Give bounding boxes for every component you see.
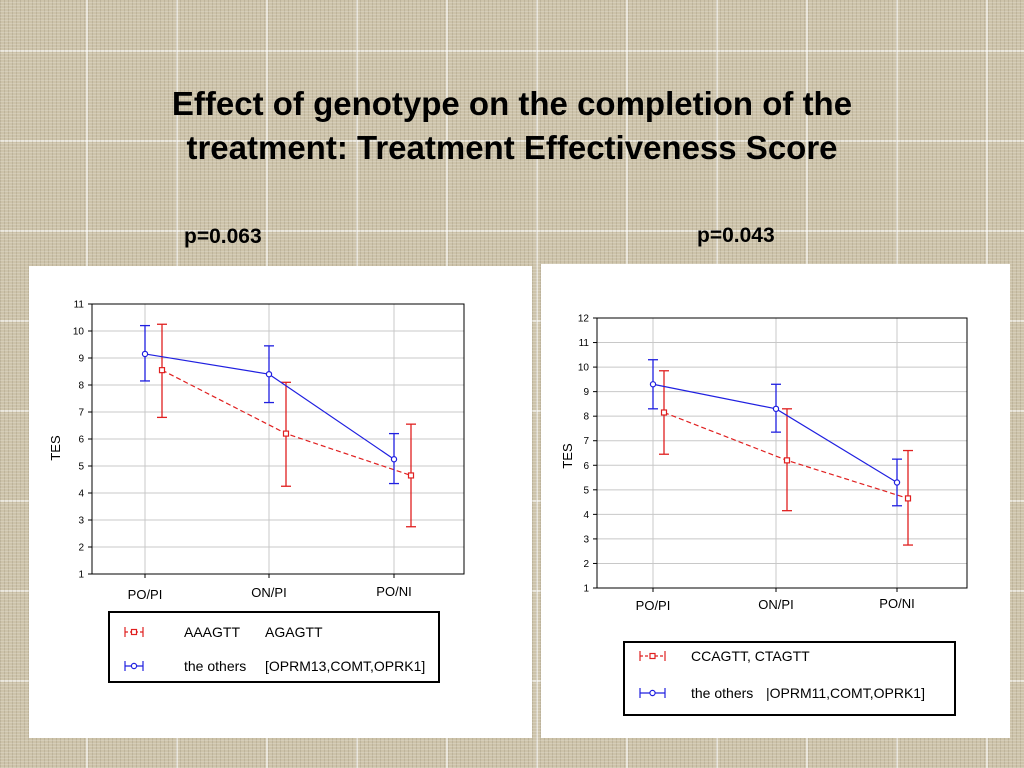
- legend-label: the others: [184, 658, 246, 674]
- y-tick-label: 2: [78, 543, 84, 554]
- legend-box: [623, 641, 956, 716]
- data-point: [904, 495, 912, 502]
- y-tick-label: 1: [583, 584, 589, 595]
- slide-title: Effect of genotype on the completion of …: [0, 82, 1024, 170]
- y-tick-label: 3: [78, 516, 84, 527]
- y-tick-label: 3: [583, 534, 589, 545]
- legend-label-extra: AGAGTT: [265, 624, 323, 640]
- plot-frame: [91, 303, 465, 575]
- plot-area: [596, 317, 968, 589]
- y-tick-label: 5: [78, 462, 84, 473]
- data-point: [158, 367, 166, 374]
- data-point: [390, 456, 398, 463]
- legend-label-extra: [OPRM13,COMT,OPRK1]: [265, 658, 425, 674]
- y-tick-label: 9: [78, 354, 84, 365]
- p-value-right: p=0.043: [697, 224, 775, 247]
- data-point: [282, 430, 290, 437]
- y-tick-label: 6: [78, 435, 84, 446]
- legend-marker: [130, 662, 138, 670]
- data-point: [772, 405, 780, 413]
- data-point: [407, 472, 415, 479]
- title-line-1: Effect of genotype on the completion of …: [171, 85, 853, 122]
- data-point: [783, 457, 791, 464]
- data-point: [141, 350, 149, 358]
- plot-frame: [596, 317, 968, 589]
- x-tick-label: ON/PI: [758, 597, 793, 612]
- y-tick-label: 4: [78, 489, 84, 500]
- y-tick-label: 11: [74, 300, 85, 311]
- legend-box: [108, 611, 440, 683]
- legend-label-extra: |OPRM11,COMT,OPRK1]: [766, 685, 925, 701]
- x-tick-label: ON/PI: [251, 585, 286, 600]
- y-tick-label: 11: [579, 338, 590, 349]
- y-tick-label: 8: [78, 381, 84, 392]
- legend-label: the others: [691, 685, 753, 701]
- x-tick-label: PO/PI: [128, 587, 163, 602]
- title-line-2: treatment: Treatment Effectiveness Score: [186, 129, 838, 166]
- y-tick-label: 7: [583, 436, 589, 447]
- legend-marker: [130, 628, 138, 636]
- y-tick-label: 9: [583, 387, 589, 398]
- y-tick-label: 6: [583, 461, 589, 472]
- y-tick-label: 2: [583, 559, 589, 570]
- y-tick-label: 12: [578, 314, 590, 325]
- x-tick-label: PO/PI: [636, 598, 671, 613]
- data-point: [265, 370, 273, 378]
- legend-label: AAAGTT: [184, 624, 240, 640]
- chart-left: 1 2 3 4 5 6 7 8 9 10 11 PO/PI ON/PI PO/NI TES AAAGTT AGA…: [48, 300, 465, 683]
- data-point: [893, 479, 901, 486]
- y-tick-label: 5: [583, 485, 589, 496]
- chart-panel-left: 1 2 3 4 5 6 7 8 9 10 11 PO/PI ON/PI PO/NI TES AAAGTT AGA…: [29, 266, 532, 738]
- x-tick-label: PO/NI: [879, 596, 914, 611]
- data-point: [660, 409, 668, 416]
- p-value-left: p=0.063: [184, 225, 262, 248]
- y-tick-label: 7: [78, 408, 84, 419]
- y-tick-label: 4: [583, 510, 589, 521]
- y-tick-label: 10: [73, 327, 85, 338]
- x-tick-label: PO/NI: [376, 584, 411, 599]
- y-axis-label: TES: [560, 443, 575, 469]
- chart-panel-right: 1 2 3 4 5 6 7 8 9 10 11 12 PO/PI ON/PI PO/NI TES CCAGTT,…: [541, 264, 1010, 738]
- legend-marker: [649, 652, 656, 660]
- y-tick-label: 1: [78, 570, 84, 581]
- y-axis-label: TES: [48, 435, 63, 461]
- y-tick-label: 10: [578, 363, 590, 374]
- data-point: [649, 381, 657, 388]
- legend-label: CCAGTT, CTAGTT: [691, 648, 810, 664]
- y-tick-label: 8: [583, 412, 589, 423]
- legend-marker: [649, 689, 656, 697]
